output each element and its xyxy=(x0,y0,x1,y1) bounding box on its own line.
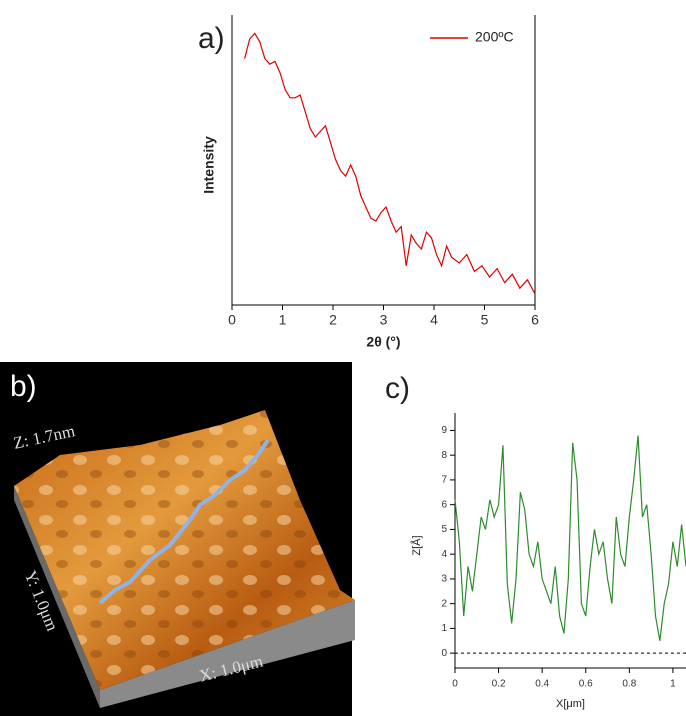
x-tick-label: 0.6 xyxy=(579,679,593,690)
x-tick-label: 0 xyxy=(452,679,458,690)
panel-label: a) xyxy=(198,22,225,55)
chart-0: a) 0 1 2 3 4 5 6 2θ (°) Intensity 200ºC xyxy=(198,15,539,350)
panel-label: b) xyxy=(10,370,37,403)
y-tick-label: 7 xyxy=(441,475,447,486)
data-line xyxy=(244,32,536,295)
panel-label: c) xyxy=(385,372,410,405)
afm-profile-path xyxy=(98,438,270,605)
x-tick-label: 0.8 xyxy=(622,679,636,690)
x-tick-label: 6 xyxy=(531,312,539,328)
chart-1: c) 0 0.2 0.4 0.6 0.8 1 0 1 2 3 4 5 6 7 8 9 X[μm] Z[Å] xyxy=(385,372,686,710)
y-tick-label: 4 xyxy=(441,549,447,560)
x-tick-label: 4 xyxy=(430,312,438,328)
x-tick-label: 0.2 xyxy=(492,679,506,690)
afm-side-front xyxy=(100,600,355,708)
x-axis-label: 2θ (°) xyxy=(366,334,400,350)
afm-texture xyxy=(14,410,355,690)
x-tick-label: 2 xyxy=(329,312,337,328)
x-tick-label: 0.4 xyxy=(535,679,549,690)
x-axis-label: X[μm] xyxy=(556,698,585,710)
x-tick-label: 1 xyxy=(279,312,287,328)
y-axis-label: Intensity xyxy=(201,136,217,194)
y-tick-label: 0 xyxy=(441,648,447,659)
afm-side-left xyxy=(14,486,100,708)
data-line xyxy=(454,435,686,641)
y-tick-label: 3 xyxy=(441,574,447,585)
x-tick-label: 3 xyxy=(380,312,388,328)
y-tick-label: 5 xyxy=(441,524,447,535)
legend-label: 200ºC xyxy=(475,29,514,45)
y-tick-label: 2 xyxy=(441,598,447,609)
y-axis-label: Z[Å] xyxy=(410,535,423,555)
x-tick-label: 0 xyxy=(228,312,236,328)
x-tick-label: 5 xyxy=(481,312,489,328)
y-tick-label: 1 xyxy=(441,623,447,634)
y-tick-label: 9 xyxy=(441,425,447,436)
y-tick-label: 8 xyxy=(441,450,447,461)
y-tick-label: 6 xyxy=(441,499,447,510)
afm-panel: b) Z: 1.7nm Y: 1.0μm X: 1.0μm xyxy=(0,362,355,716)
x-tick-label: 1 xyxy=(670,679,676,690)
